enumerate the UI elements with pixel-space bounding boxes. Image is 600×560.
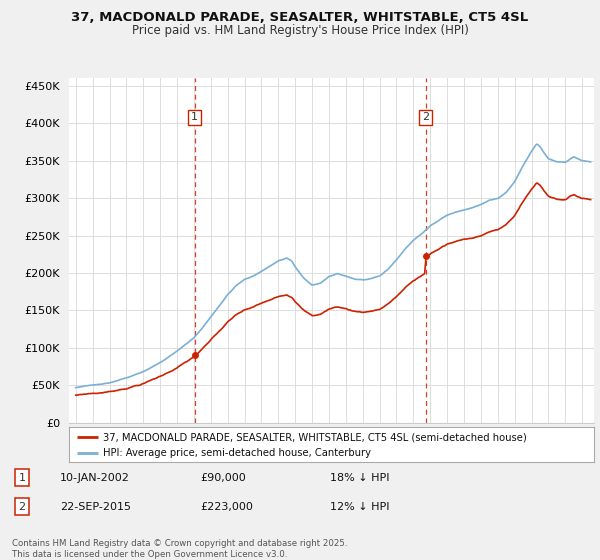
Text: £223,000: £223,000 [200,502,253,512]
Text: 1: 1 [19,473,25,483]
Text: 2: 2 [422,113,429,122]
Text: £90,000: £90,000 [200,473,246,483]
Text: 37, MACDONALD PARADE, SEASALTER, WHITSTABLE, CT5 4SL (semi-detached house): 37, MACDONALD PARADE, SEASALTER, WHITSTA… [103,432,527,442]
Text: HPI: Average price, semi-detached house, Canterbury: HPI: Average price, semi-detached house,… [103,449,371,458]
Text: 12% ↓ HPI: 12% ↓ HPI [330,502,389,512]
Text: 18% ↓ HPI: 18% ↓ HPI [330,473,389,483]
Text: Contains HM Land Registry data © Crown copyright and database right 2025.
This d: Contains HM Land Registry data © Crown c… [12,539,347,559]
Text: 1: 1 [191,113,198,122]
Text: 37, MACDONALD PARADE, SEASALTER, WHITSTABLE, CT5 4SL: 37, MACDONALD PARADE, SEASALTER, WHITSTA… [71,11,529,24]
Text: 2: 2 [19,502,26,512]
Text: 10-JAN-2002: 10-JAN-2002 [60,473,130,483]
Text: Price paid vs. HM Land Registry's House Price Index (HPI): Price paid vs. HM Land Registry's House … [131,24,469,37]
Text: 22-SEP-2015: 22-SEP-2015 [60,502,131,512]
